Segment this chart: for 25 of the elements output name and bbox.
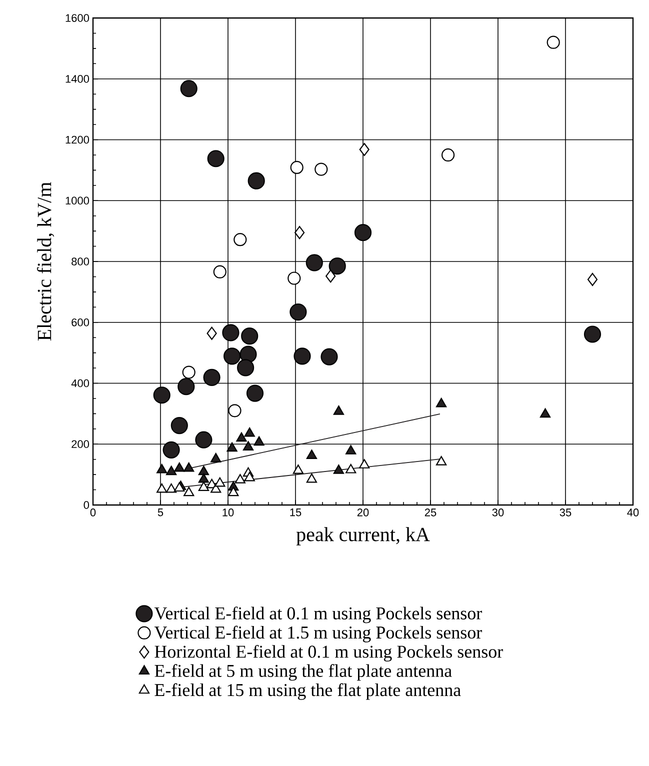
y-axis-title: Electric field, kV/m [36, 182, 54, 341]
y-tick-label: 1600 [66, 14, 90, 22]
legend-label: Vertical E-field at 1.5 m using Pockels sensor [154, 626, 482, 642]
y-tick-label: 200 [72, 440, 90, 448]
y-tick-label: 1200 [66, 136, 90, 144]
legend-label: Vertical E-field at 0.1 m using Pockels sensor [154, 606, 482, 624]
y-tick-label: 600 [72, 318, 90, 326]
x-tick-label: 0 [90, 508, 96, 516]
x-tick-label: 15 [290, 508, 302, 516]
legend-label: Horizontal E-field at 0.1 m using Pockels sensor [154, 644, 503, 662]
x-tick-label: 40 [627, 508, 639, 516]
y-tick-label: 1400 [66, 74, 90, 83]
x-tick-label: 10 [222, 508, 234, 516]
x-tick-label: 25 [424, 508, 436, 516]
y-tick-label: 800 [72, 258, 90, 266]
x-tick-label: 5 [158, 508, 164, 516]
x-tick-label: 35 [560, 508, 572, 516]
y-tick-label: 1000 [66, 196, 90, 205]
x-axis-title: peak current, kA [296, 527, 430, 546]
legend-label: E-field at 5 m using the flat plate antenna [154, 664, 452, 681]
legend-label: E-field at 15 m using the flat plate antenna [154, 683, 461, 700]
x-tick-label: 30 [492, 508, 504, 516]
y-tick-label: 0 [84, 501, 90, 509]
y-tick-label: 400 [71, 379, 90, 388]
x-tick-label: 20 [357, 508, 369, 516]
